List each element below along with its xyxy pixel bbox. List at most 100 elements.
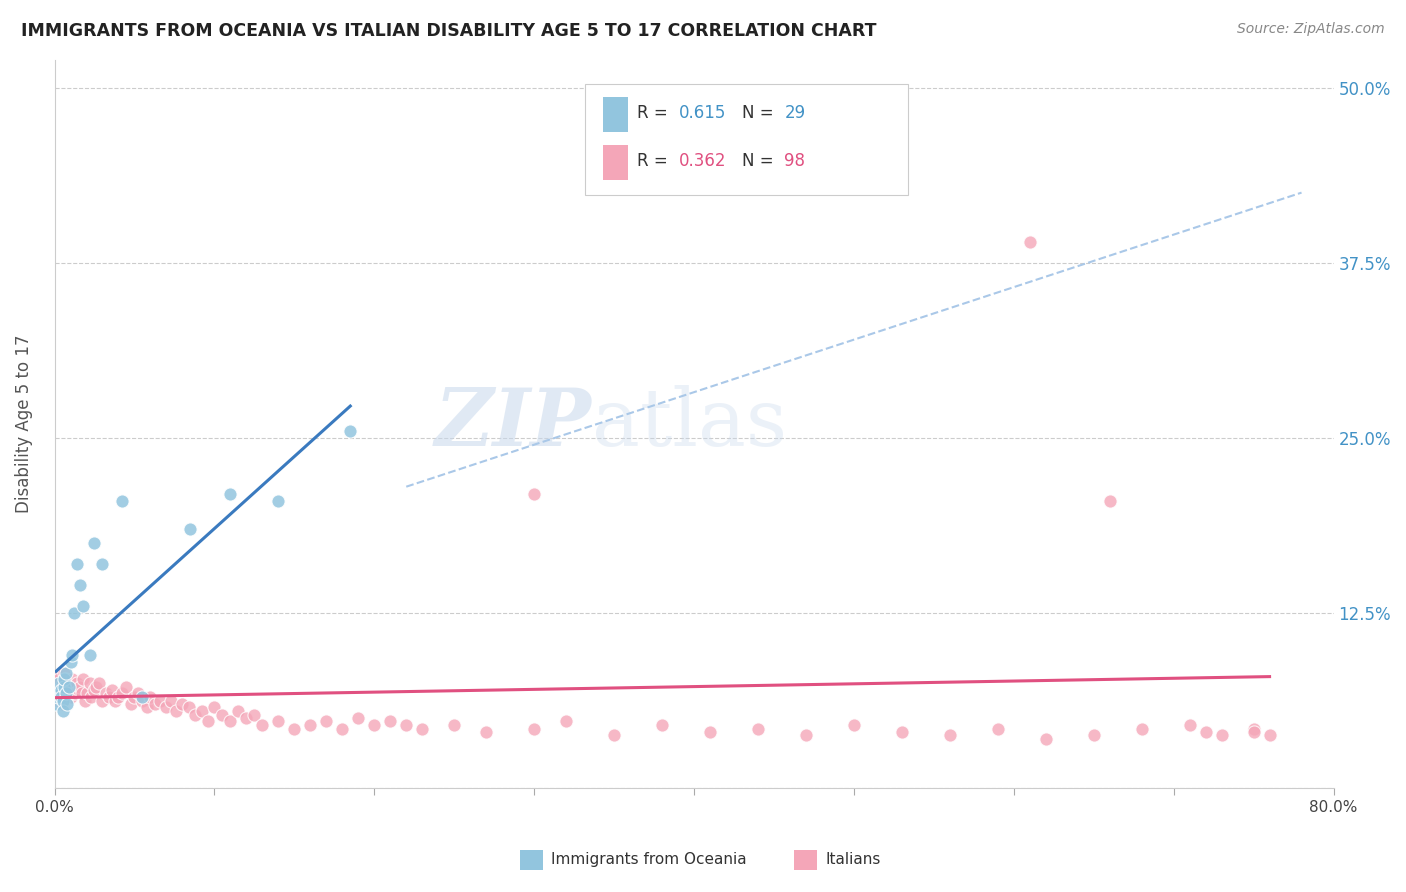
Point	[747, 178, 769, 193]
Point	[267, 493, 290, 508]
Point	[51, 675, 73, 690]
Point	[1083, 727, 1105, 741]
Point	[202, 699, 225, 714]
Point	[120, 697, 142, 711]
Y-axis label: Disability Age 5 to 17: Disability Age 5 to 17	[15, 334, 32, 513]
Point	[395, 717, 418, 731]
Point	[107, 690, 129, 704]
Point	[65, 685, 87, 699]
Point	[55, 672, 77, 686]
Text: R =: R =	[637, 103, 672, 121]
Point	[56, 690, 79, 704]
Point	[62, 606, 84, 620]
Point	[211, 708, 233, 723]
Text: IMMIGRANTS FROM OCEANIA VS ITALIAN DISABILITY AGE 5 TO 17 CORRELATION CHART: IMMIGRANTS FROM OCEANIA VS ITALIAN DISAB…	[21, 22, 876, 40]
Point	[66, 675, 89, 690]
Point	[651, 717, 673, 731]
Point	[49, 682, 72, 697]
Point	[267, 714, 290, 728]
Point	[890, 724, 912, 739]
Point	[523, 486, 546, 500]
Point	[46, 669, 69, 683]
Point	[97, 690, 120, 704]
Point	[228, 704, 250, 718]
Point	[1098, 493, 1121, 508]
Point	[55, 682, 77, 697]
Point	[155, 699, 177, 714]
Point	[160, 694, 183, 708]
Point	[411, 722, 433, 736]
Point	[184, 708, 207, 723]
Point	[1178, 717, 1201, 731]
Point	[1194, 724, 1216, 739]
Point	[179, 522, 201, 536]
Point	[69, 578, 91, 592]
Point	[197, 714, 219, 728]
Point	[51, 694, 73, 708]
Point	[72, 599, 94, 613]
Point	[69, 680, 91, 694]
Point	[987, 722, 1010, 736]
Point	[48, 672, 70, 686]
Point	[794, 727, 817, 741]
Point	[59, 680, 82, 694]
Point	[143, 697, 166, 711]
Point	[1243, 722, 1265, 736]
Point	[1018, 235, 1040, 249]
Point	[70, 685, 93, 699]
Point	[299, 717, 322, 731]
Point	[67, 682, 90, 697]
Point	[443, 717, 465, 731]
Point	[523, 722, 546, 736]
Point	[59, 655, 82, 669]
Point	[48, 685, 70, 699]
Point	[111, 493, 134, 508]
Point	[699, 724, 721, 739]
Point	[747, 722, 769, 736]
Point	[177, 699, 200, 714]
Text: 29: 29	[785, 103, 806, 121]
Point	[330, 722, 353, 736]
Point	[53, 694, 76, 708]
Text: Italians: Italians	[825, 853, 880, 867]
Point	[94, 685, 117, 699]
Point	[76, 685, 98, 699]
Point	[51, 704, 73, 718]
Text: Immigrants from Oceania: Immigrants from Oceania	[551, 853, 747, 867]
Point	[58, 680, 80, 694]
Point	[252, 717, 274, 731]
Point	[49, 690, 72, 704]
Point	[380, 714, 402, 728]
Point	[603, 727, 626, 741]
Point	[219, 486, 242, 500]
Point	[101, 682, 124, 697]
Point	[46, 694, 69, 708]
Point	[56, 697, 79, 711]
Point	[283, 722, 305, 736]
Point	[1211, 727, 1233, 741]
Point	[149, 694, 172, 708]
Point	[363, 717, 385, 731]
Point	[79, 648, 101, 662]
Point	[46, 690, 69, 704]
Point	[83, 682, 105, 697]
Point	[243, 708, 266, 723]
Text: atlas: atlas	[592, 384, 787, 463]
Point	[347, 711, 370, 725]
Text: 98: 98	[785, 152, 806, 169]
Point	[55, 665, 77, 680]
Point	[1130, 722, 1153, 736]
Point	[58, 685, 80, 699]
Point	[1258, 727, 1281, 741]
Point	[45, 685, 67, 699]
Point	[66, 557, 89, 571]
Point	[62, 680, 84, 694]
Point	[219, 714, 242, 728]
Point	[53, 672, 76, 686]
Text: N =: N =	[742, 152, 779, 169]
Point	[45, 675, 67, 690]
Point	[72, 672, 94, 686]
Point	[60, 672, 83, 686]
Point	[48, 675, 70, 690]
Point	[235, 711, 257, 725]
